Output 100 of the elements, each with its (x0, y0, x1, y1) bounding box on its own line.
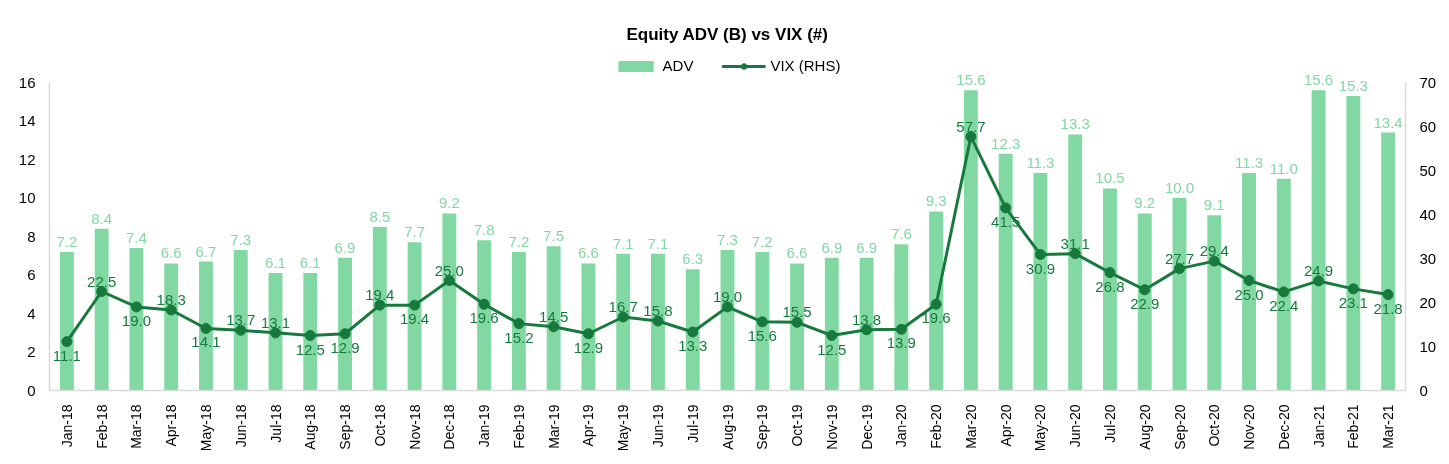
data-label: 7.4 (126, 229, 147, 247)
point (791, 316, 803, 328)
y-tick-label: 10 (18, 189, 36, 206)
data-label: 6.9 (821, 238, 843, 256)
point (652, 315, 664, 327)
data-label: 57.7 (956, 117, 986, 135)
point (861, 324, 873, 336)
y-tick-label: 12 (18, 150, 36, 168)
data-label: 29.4 (1199, 242, 1229, 260)
point (687, 326, 699, 338)
data-label: 15.6 (1303, 71, 1334, 89)
point (165, 304, 177, 316)
point (61, 336, 73, 348)
point (1347, 283, 1359, 295)
point (722, 301, 733, 313)
y-tick-label: 14 (18, 112, 36, 129)
data-label: 31.1 (1060, 234, 1090, 252)
x-tick-label: May-20 (1032, 404, 1049, 452)
data-label: 13.9 (886, 334, 916, 352)
data-label: 6.9 (334, 238, 356, 256)
point (756, 316, 768, 328)
legend-label: ADV (662, 57, 694, 74)
data-label: 6.3 (682, 250, 704, 268)
legend-label: VIX (RHS) (770, 57, 841, 74)
x-tick-label: Jan-20 (893, 404, 910, 448)
point (965, 131, 977, 143)
data-label: 6.6 (160, 244, 182, 262)
point (130, 301, 142, 313)
data-label: 8.5 (369, 207, 391, 225)
point (1069, 248, 1081, 260)
data-label: 10.5 (1095, 169, 1125, 187)
point (1034, 249, 1046, 261)
data-label: 23.1 (1338, 293, 1368, 311)
x-tick-label: Dec-19 (858, 404, 875, 450)
data-label: 15.5 (782, 303, 812, 321)
data-label: 11.3 (1026, 153, 1055, 171)
x-tick-label: Nov-20 (1241, 404, 1258, 450)
y2-tick-label: 0 (1419, 381, 1428, 399)
data-label: 13.4 (1373, 113, 1403, 131)
data-label: 6.9 (856, 238, 878, 256)
data-label: 7.2 (508, 232, 530, 250)
point (513, 318, 525, 330)
data-label: 22.4 (1269, 296, 1299, 314)
data-label: 15.3 (1338, 76, 1368, 94)
data-label: 9.2 (1134, 194, 1156, 212)
data-label: 6.1 (299, 254, 321, 272)
point (374, 299, 386, 311)
data-label: 15.2 (504, 328, 534, 346)
x-tick-label: Sep-20 (1171, 404, 1188, 450)
point (1000, 202, 1012, 214)
x-tick-label: Mar-20 (962, 404, 979, 449)
data-label: 19.0 (712, 287, 743, 305)
point (200, 322, 212, 334)
x-tick-label: Mar-18 (128, 404, 145, 449)
data-label: 13.7 (226, 311, 256, 329)
data-label: 13.8 (851, 310, 882, 328)
data-label: 10.0 (1164, 179, 1195, 196)
data-label: 11.0 (1269, 159, 1298, 177)
x-tick-label: Feb-18 (93, 404, 110, 449)
x-tick-label: Dec-18 (441, 404, 458, 450)
data-label: 15.6 (956, 71, 986, 89)
data-label: 16.7 (608, 298, 638, 316)
x-tick-label: Dec-20 (1275, 404, 1292, 450)
x-tick-label: Mar-21 (1380, 404, 1397, 449)
data-label: 12.5 (817, 340, 847, 358)
x-tick-label: Oct-18 (371, 404, 388, 447)
point (409, 299, 421, 311)
point (1174, 263, 1185, 275)
x-tick-label: Feb-20 (928, 404, 945, 449)
x-tick-label: Jun-19 (649, 404, 666, 448)
data-label: 7.3 (230, 230, 252, 248)
data-label: 7.2 (56, 232, 78, 250)
data-label: 9.2 (438, 194, 460, 212)
x-tick-label: Nov-18 (406, 404, 423, 450)
x-tick-label: Sep-19 (754, 404, 771, 450)
point (1278, 286, 1290, 298)
x-tick-label: Oct-20 (1206, 404, 1223, 447)
x-tick-label: Apr-19 (580, 404, 597, 447)
data-label: 6.1 (265, 254, 286, 272)
y2-tick-label: 60 (1419, 117, 1437, 135)
y2-tick-label: 20 (1419, 293, 1437, 311)
x-tick-label: Nov-19 (823, 404, 840, 450)
y-tick-label: 4 (27, 304, 36, 322)
x-tick-label: Jul-19 (684, 404, 701, 443)
x-tick-label: Feb-21 (1345, 404, 1362, 449)
data-label: 7.3 (717, 230, 738, 248)
data-label: 13.3 (1060, 115, 1090, 133)
x-tick-label: Feb-19 (510, 404, 527, 449)
data-label: 7.6 (890, 225, 912, 243)
data-label: 22.9 (1130, 294, 1160, 312)
data-label: 11.3 (1235, 153, 1264, 171)
point (1382, 289, 1394, 301)
y2-tick-label: 40 (1419, 205, 1437, 223)
y-tick-label: 2 (27, 343, 36, 360)
y-tick-label: 8 (27, 227, 36, 245)
x-tick-label: Mar-19 (545, 404, 562, 449)
point (235, 324, 247, 336)
y2-tick-label: 10 (1419, 337, 1437, 355)
data-label: 18.3 (156, 290, 186, 308)
x-tick-label: Jan-21 (1310, 404, 1327, 448)
